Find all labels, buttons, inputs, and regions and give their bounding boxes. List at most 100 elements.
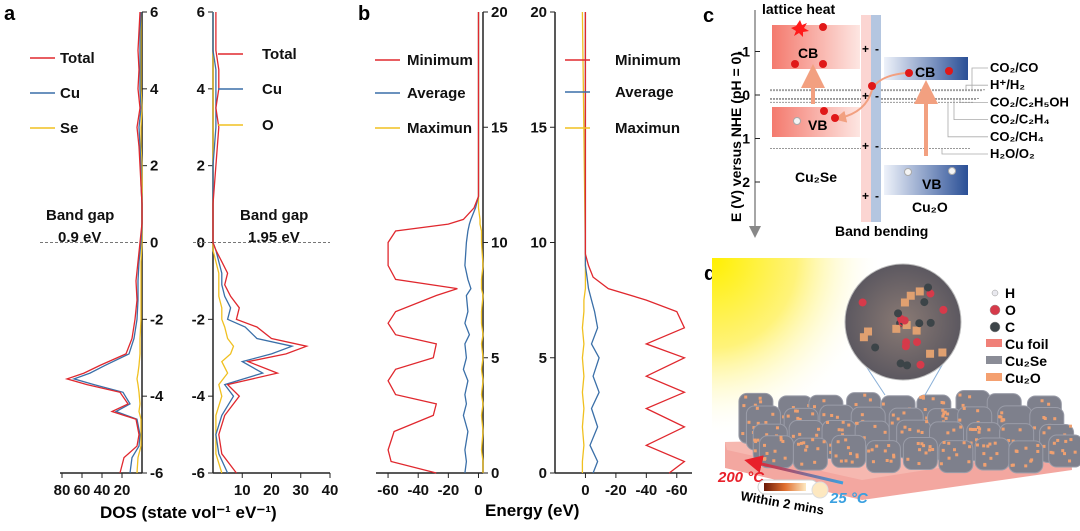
cu2o-particle [959,425,963,429]
y-tick-label: 20 [530,4,547,21]
cu2o-particle [924,451,928,455]
cu2o-particle [940,400,944,404]
potential-connector [971,67,988,90]
y-tick-label: 5 [491,350,499,367]
x-tick-label: -40 [407,482,429,499]
cu2o-particle [1000,411,1004,415]
cu2o-particle [921,395,925,399]
cu2o-particle [764,421,768,425]
cu2o-particle [758,396,762,400]
cu2o-particle [922,444,926,448]
cu2o-particle [822,399,826,403]
legend-label: Cu₂Se [1005,353,1047,369]
y-tick-label: 5 [539,350,547,367]
potential-connector [953,99,988,120]
cu2o-particle [968,445,972,449]
y-tick-label: -2 [150,311,163,328]
dos-axis-label: DOS (state vol⁻¹ eV⁻¹) [100,503,277,522]
cu2o-particle [1061,449,1065,453]
cu2o-particle [813,460,817,464]
band-gap-value-a1: 0.9 eV [58,229,101,246]
cu2o-particle [977,430,981,434]
nanosheet [792,437,828,471]
y-tick-label: 6 [150,4,158,21]
cu2o-particle [829,443,833,447]
cu2o-particle [916,441,920,445]
cu2o-particle [822,440,826,444]
band-gap-label-a2: Band gap [240,207,308,224]
y-tick-label: 15 [530,119,547,136]
y-tick-label: -6 [150,465,163,482]
cu2o-particle [860,413,864,417]
cu2o-particle [741,432,745,436]
molecule-atom [913,338,922,347]
molecule-atom [926,289,935,298]
legend-bar [986,356,1002,364]
temp-low-label: 25 °C [829,490,869,507]
cu2o-particle [967,460,971,464]
cu2o-particle [887,444,891,448]
cu2o-label: Cu₂O [912,199,948,215]
cu2o-particle [982,444,986,448]
cu2o-particle [800,462,804,466]
panel-label-b: b [358,3,370,25]
cu2o-particle [855,453,859,457]
cu2o-particle [817,427,821,431]
cu2o-particle [947,456,951,460]
cu2o-particle [976,425,980,429]
heat-star-icon [791,20,809,37]
x-tick-label: 30 [292,482,309,499]
legend-label: Se [60,120,78,137]
cu2o-particle [1047,426,1051,430]
cu2o-particle [829,450,833,454]
molecule-atom [896,359,905,368]
cu2o-particle [781,439,785,443]
cu2o-particle [742,404,746,408]
cu2o-particle [747,420,751,424]
cu2o-particle [1069,438,1073,442]
potential-label: H⁺/H₂ [990,77,1025,92]
molecule-atom [871,343,880,352]
x-tick-label: -60 [666,482,688,499]
y-tick-label: -4 [192,388,206,405]
potential-label: H₂O/O₂ [990,146,1035,161]
legend-label: Average [407,85,466,102]
cu2o-particle [844,459,848,463]
x-tick-label: 20 [114,482,131,499]
y-tick-label: -6 [192,465,205,482]
cu2o-particle [1064,439,1068,443]
cu2o-particle [796,442,800,446]
cu2o-particle [862,436,866,440]
cu2o-particle [798,417,802,421]
cu2o-particle [890,421,894,425]
x-tick-label: 80 [54,482,71,499]
legend-label: Minimum [407,52,473,69]
cu2o-particle [892,455,896,459]
cu2o-particle [974,427,978,431]
cu2o-particle [1047,402,1051,406]
legend-label: C [1005,319,1015,335]
cu2o-cb-label: CB [915,64,935,80]
cu2o-particle [1053,417,1057,421]
cu2o-particle [942,412,946,416]
cu2o-particle [891,413,895,417]
cu2o-particle [902,411,906,415]
band-bending-pink [861,15,871,222]
cu2o-particle [944,416,948,420]
cu2o-particle [812,405,816,409]
legend-label: Minimum [615,52,681,69]
molecule-atom [900,316,909,325]
cu2o-particle [1042,444,1046,448]
cu2o-particle [844,438,848,442]
cu2o-particle [900,430,904,434]
cu2o-particle [1042,416,1046,420]
potential-label: CO₂/CH₄ [990,129,1044,144]
cu2o-particle [947,441,951,445]
potential-connector [965,84,988,91]
cu2o-particle [925,420,929,424]
x-tick-label: -60 [377,482,399,499]
cu2o-particle [786,414,790,418]
cu2o-particle [854,403,858,407]
cu2o-particle [795,409,799,413]
